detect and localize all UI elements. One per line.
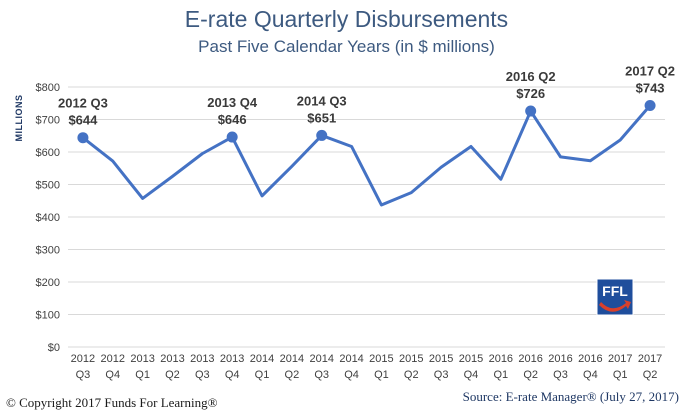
x-axis-ticks: 2012 Q3 2012 Q4 2013 Q1 2013 Q2 2013 Q3 2013 Q4 2014…	[71, 353, 663, 381]
data-point	[77, 132, 89, 144]
series-line	[81, 104, 652, 207]
data-point	[525, 105, 537, 117]
chart-subtitle: Past Five Calendar Years (in $ millions)	[198, 37, 495, 56]
data-point	[316, 129, 328, 141]
copyright-text: © Copyright 2017 Funds For Learning®	[6, 395, 218, 410]
y-tick-label: $700	[36, 115, 60, 127]
x-tick-label-quarter: Q3	[314, 369, 329, 381]
logo-text: FFL	[602, 283, 628, 299]
x-tick-label-year: 2016	[518, 353, 542, 365]
source-text: Source: E-rate Manager® (July 27, 2017)	[462, 389, 679, 404]
x-tick-label-quarter: Q3	[76, 369, 91, 381]
x-tick-label-quarter: Q2	[523, 369, 538, 381]
x-tick-label-quarter: Q3	[195, 369, 210, 381]
x-tick-label-year: 2017	[608, 353, 632, 365]
x-tick-label-year: 2015	[459, 353, 483, 365]
x-tick-label-quarter: Q2	[643, 369, 658, 381]
x-tick-label-year: 2013	[130, 353, 154, 365]
annotation-value: $743	[636, 81, 665, 96]
series-points	[77, 100, 656, 144]
x-tick-label-quarter: Q3	[434, 369, 449, 381]
x-tick-label-year: 2016	[489, 353, 513, 365]
y-tick-label: $800	[36, 82, 60, 94]
annotation-value: $644	[68, 113, 98, 128]
y-axis-label: MILLIONS	[14, 95, 24, 142]
y-tick-label: $500	[36, 180, 60, 192]
y-axis-ticks: $0 $100 $200 $300 $400 $500 $600 $700 $800	[36, 82, 60, 354]
annotation-value: $646	[218, 112, 247, 127]
x-tick-label-year: 2016	[548, 353, 572, 365]
x-tick-label-year: 2012	[71, 353, 95, 365]
y-tick-label: $400	[36, 212, 60, 224]
annotation-label: 2012 Q3	[58, 96, 108, 111]
chart-title: E-rate Quarterly Disbursements	[184, 6, 509, 32]
x-tick-label-year: 2013	[220, 353, 244, 365]
y-tick-label: $100	[36, 310, 60, 322]
x-tick-label-year: 2015	[399, 353, 423, 365]
annotations: 2012 Q3 $644 2013 Q4 $646 2014 Q3 $651 2016 Q2…	[58, 64, 675, 128]
data-point	[644, 100, 656, 112]
y-tick-label: $200	[36, 277, 60, 289]
x-tick-label-year: 2014	[250, 353, 274, 365]
x-tick-label-quarter: Q2	[165, 369, 180, 381]
x-tick-label-year: 2015	[369, 353, 393, 365]
annotation-value: $726	[516, 86, 545, 101]
x-tick-label-quarter: Q3	[553, 369, 568, 381]
x-tick-label-year: 2014	[280, 353, 304, 365]
x-tick-label-quarter: Q4	[344, 369, 359, 381]
data-point	[226, 131, 238, 143]
x-tick-label-quarter: Q1	[493, 369, 508, 381]
x-tick-label-quarter: Q2	[285, 369, 300, 381]
x-tick-label-quarter: Q4	[464, 369, 479, 381]
x-tick-label-quarter: Q1	[613, 369, 628, 381]
ffl-arrow-logo: FFL	[596, 278, 634, 316]
gridlines	[68, 86, 665, 348]
x-tick-label-quarter: Q1	[374, 369, 389, 381]
y-tick-label: $300	[36, 245, 60, 257]
annotation-label: 2017 Q2	[625, 64, 675, 79]
x-tick-label-year: 2014	[339, 353, 363, 365]
annotation-value: $651	[307, 110, 336, 125]
data-line	[81, 104, 652, 207]
x-tick-label-quarter: Q1	[255, 369, 270, 381]
annotation-label: 2014 Q3	[297, 93, 347, 108]
x-tick-label-year: 2012	[101, 353, 125, 365]
annotation-label: 2013 Q4	[207, 95, 258, 110]
x-tick-label-quarter: Q1	[135, 369, 150, 381]
y-tick-label: $0	[48, 342, 60, 354]
x-tick-label-year: 2017	[638, 353, 662, 365]
x-tick-label-quarter: Q2	[404, 369, 419, 381]
x-tick-label-year: 2015	[429, 353, 453, 365]
x-tick-label-quarter: Q4	[105, 369, 120, 381]
annotation-label: 2016 Q2	[506, 69, 556, 84]
x-tick-label-year: 2013	[190, 353, 214, 365]
x-tick-label-quarter: Q4	[225, 369, 240, 381]
x-tick-label-year: 2014	[309, 353, 333, 365]
x-tick-label-year: 2016	[578, 353, 602, 365]
x-tick-label-quarter: Q4	[583, 369, 598, 381]
x-tick-label-year: 2013	[160, 353, 184, 365]
y-tick-label: $600	[36, 147, 60, 159]
